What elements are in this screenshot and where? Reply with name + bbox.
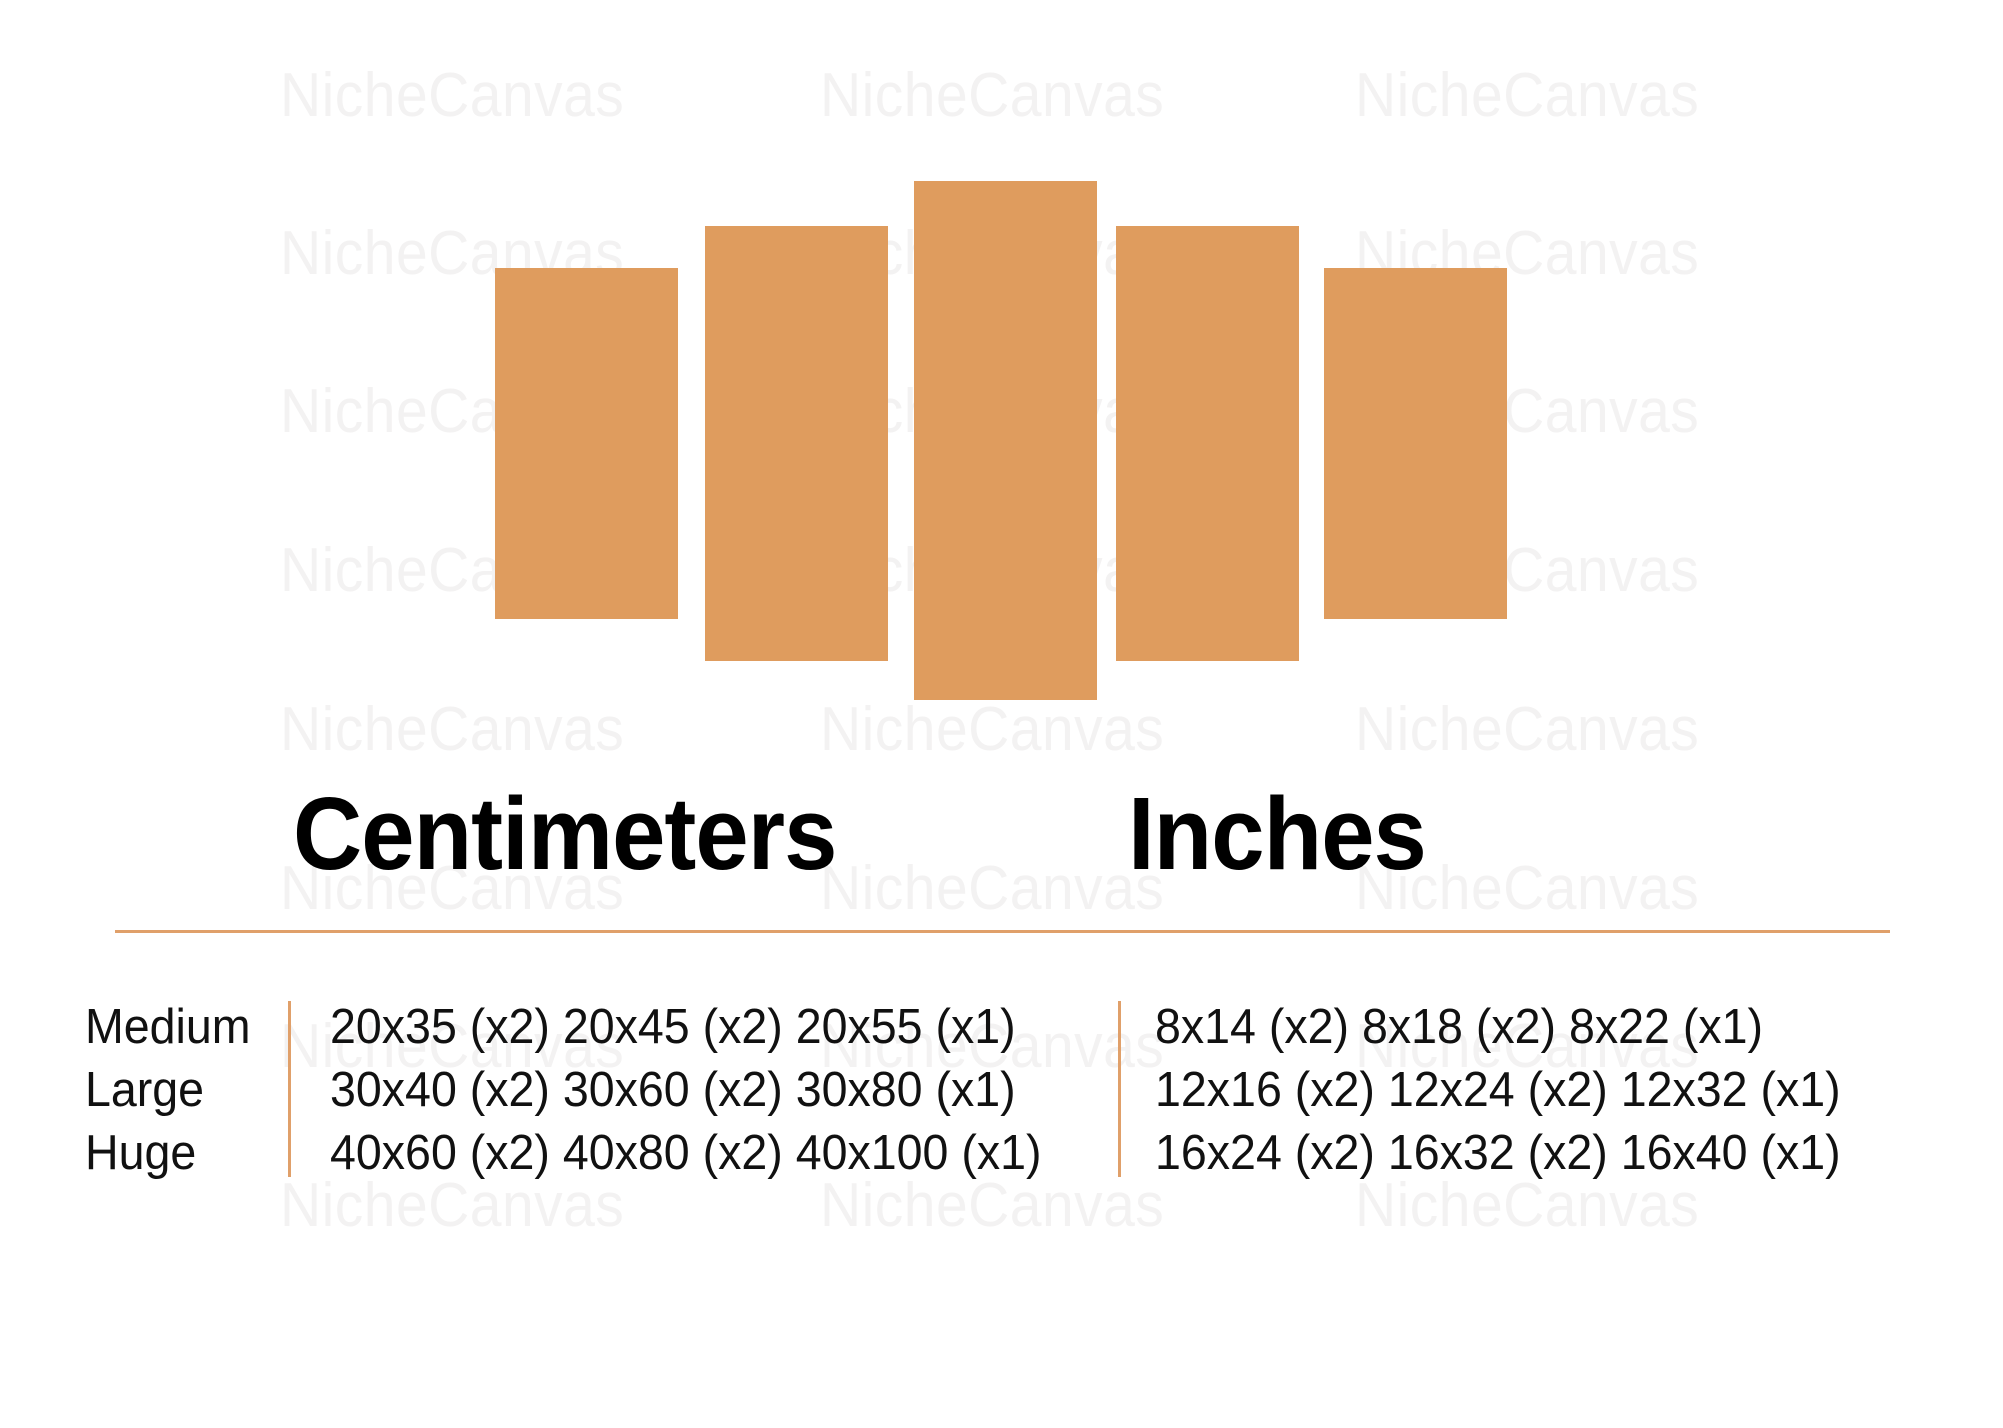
canvas-panel-2 [705,226,888,661]
vertical-divider-right [1118,1001,1121,1177]
table-row: Huge 40x60 (x2) 40x80 (x2) 40x100 (x1) 1… [0,1122,2003,1185]
horizontal-divider [115,930,1890,933]
size-centimeters-large: 30x40 (x2) 30x60 (x2) 30x80 (x1) [330,1063,1016,1117]
canvas-panel-4 [1116,226,1299,661]
canvas-panel-3 [914,181,1097,700]
size-inches-medium: 8x14 (x2) 8x18 (x2) 8x22 (x1) [1155,1000,1763,1054]
size-label-huge: Huge [85,1126,197,1180]
table-row: Medium 20x35 (x2) 20x45 (x2) 20x55 (x1) … [0,996,2003,1059]
canvas-panel-1 [495,268,678,619]
vertical-divider-left [288,1001,291,1177]
size-label-large: Large [85,1063,205,1117]
size-inches-huge: 16x24 (x2) 16x32 (x2) 16x40 (x1) [1155,1126,1841,1180]
size-centimeters-huge: 40x60 (x2) 40x80 (x2) 40x100 (x1) [330,1126,1042,1180]
table-row: Large 30x40 (x2) 30x60 (x2) 30x80 (x1) 1… [0,1059,2003,1122]
size-inches-large: 12x16 (x2) 12x24 (x2) 12x32 (x1) [1155,1063,1841,1117]
heading-inches: Inches [1128,776,1427,891]
size-table: Medium 20x35 (x2) 20x45 (x2) 20x55 (x1) … [0,996,2003,1185]
size-label-medium: Medium [85,1000,251,1054]
canvas-panel-5 [1324,268,1507,619]
heading-centimeters: Centimeters [293,776,837,891]
size-centimeters-medium: 20x35 (x2) 20x45 (x2) 20x55 (x1) [330,1000,1016,1054]
